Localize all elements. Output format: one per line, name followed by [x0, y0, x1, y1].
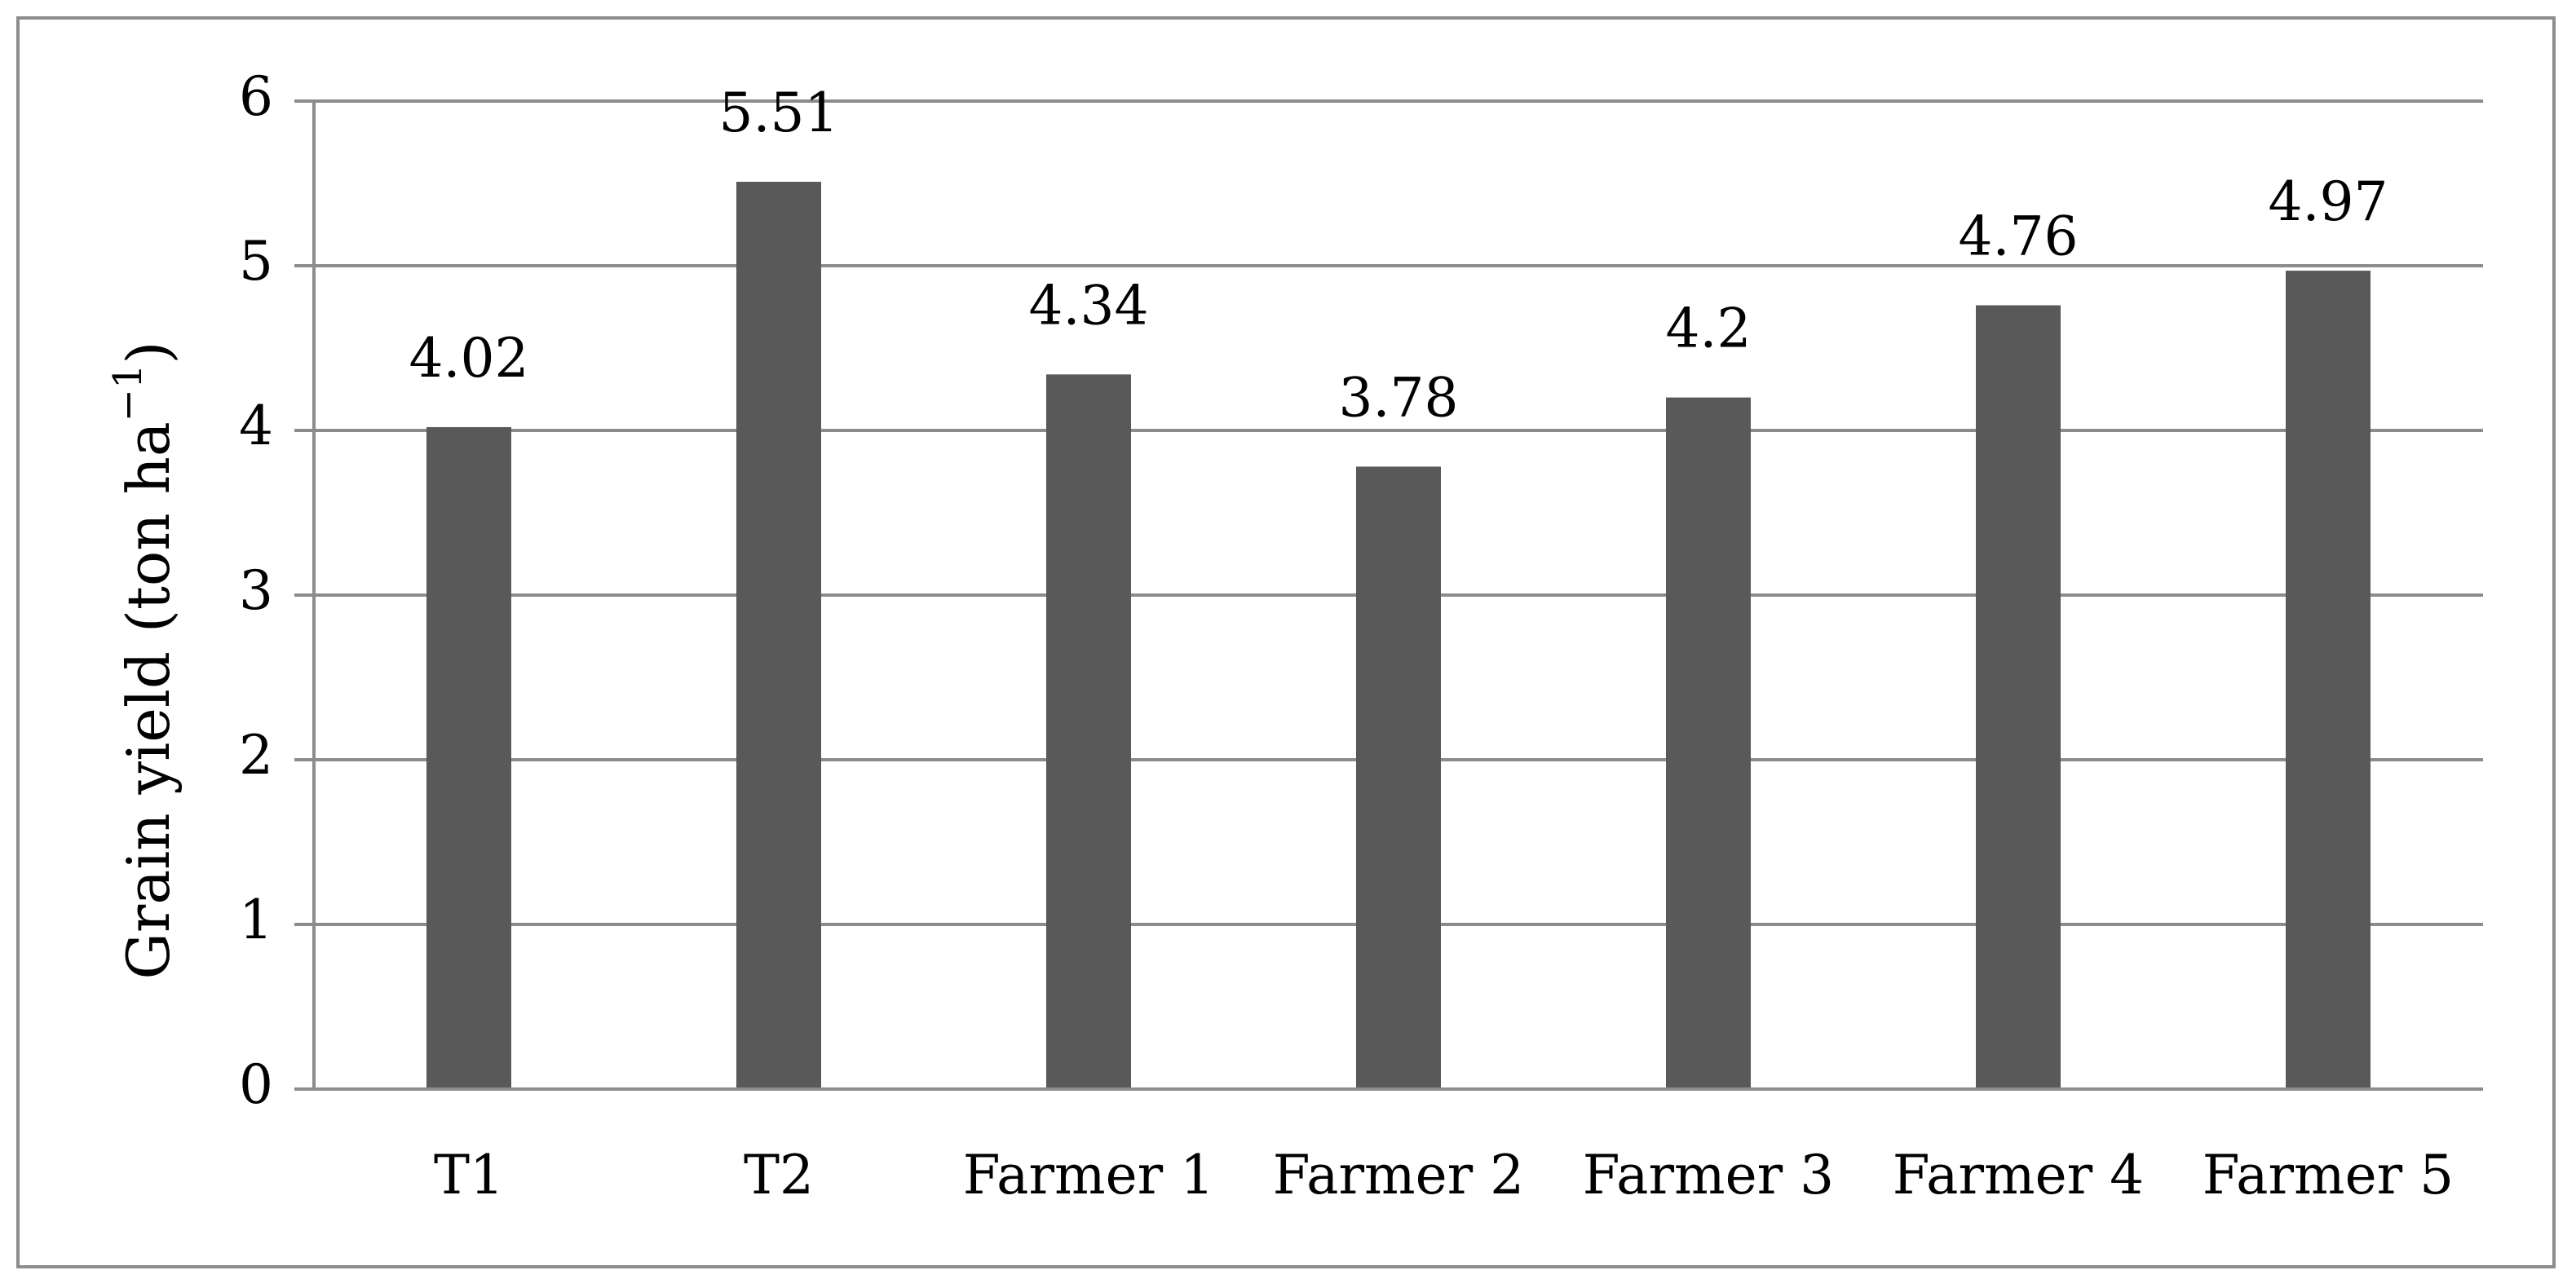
gridlines — [314, 99, 2483, 926]
bar — [426, 426, 511, 1089]
bars — [426, 181, 2371, 1090]
y-tick-label: 1 — [239, 889, 273, 951]
bar — [1046, 374, 1131, 1089]
data-label: 4.02 — [409, 327, 529, 390]
x-tick-label: Farmer 5 — [2203, 1144, 2454, 1206]
y-tick-label: 4 — [239, 395, 273, 457]
bar — [1356, 466, 1441, 1089]
data-label: 5.51 — [719, 82, 839, 144]
y-axis-title-superscript: −1 — [105, 364, 151, 421]
data-label: 4.76 — [1959, 205, 2079, 267]
y-tick-label: 5 — [239, 230, 273, 293]
x-tick-label: T2 — [744, 1144, 814, 1206]
data-label: 4.2 — [1666, 298, 1752, 360]
x-tick-label: Farmer 3 — [1583, 1144, 1834, 1206]
bar — [736, 181, 821, 1090]
axes — [294, 99, 2483, 1091]
labels: 0 1 2 3 4 5 6 4.02 T1 5.51 T2 4.34 Farmer 1 3.78 Farme… — [239, 65, 2454, 1206]
x-tick-label: Farmer 1 — [963, 1144, 1214, 1206]
x-tick-label: Farmer 4 — [1893, 1144, 2144, 1206]
x-tick-label: T1 — [434, 1144, 504, 1206]
bar — [1666, 397, 1751, 1090]
y-axis-title: Grain yield (ton ha−1) — [105, 341, 183, 979]
y-axis-title-close: ) — [114, 341, 183, 364]
data-label: 4.34 — [1029, 274, 1149, 337]
y-tick-label: 3 — [239, 559, 273, 622]
bar — [2286, 271, 2371, 1089]
y-tick-label: 6 — [239, 65, 273, 128]
data-label: 4.97 — [2269, 170, 2388, 233]
x-tick-label: Farmer 2 — [1273, 1144, 1524, 1206]
y-tick-label: 0 — [239, 1053, 273, 1116]
y-axis-title-main: Grain yield (ton ha — [114, 421, 183, 979]
data-label: 3.78 — [1339, 366, 1459, 429]
bar — [1976, 305, 2061, 1090]
y-tick-label: 2 — [239, 724, 273, 787]
